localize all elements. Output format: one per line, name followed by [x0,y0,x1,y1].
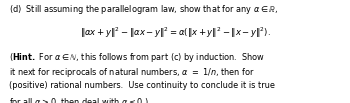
Text: for all $\alpha > 0$, then deal with $\alpha \leq 0$.): for all $\alpha > 0$, then deal with $\a… [9,96,149,103]
Text: (d)  Still assuming the parallelogram law, show that for any $\alpha \in \mathbb: (d) Still assuming the parallelogram law… [9,3,278,16]
Text: $\|\alpha x + y\|^2 - \|\alpha x - y\|^2 = \alpha(\|x + y\|^2 - \|x - y\|^2).$: $\|\alpha x + y\|^2 - \|\alpha x - y\|^2… [79,26,271,40]
Text: it next for reciprocals of natural numbers, $\alpha \ = \ 1/n$, then for: it next for reciprocals of natural numbe… [9,66,254,79]
Text: (positive) rational numbers.  Use continuity to conclude it is true: (positive) rational numbers. Use continu… [9,81,275,90]
Text: ($\mathbf{Hint.}$ For $\alpha \in \mathbb{N}$, this follows from part (c) by ind: ($\mathbf{Hint.}$ For $\alpha \in \mathb… [9,52,265,64]
